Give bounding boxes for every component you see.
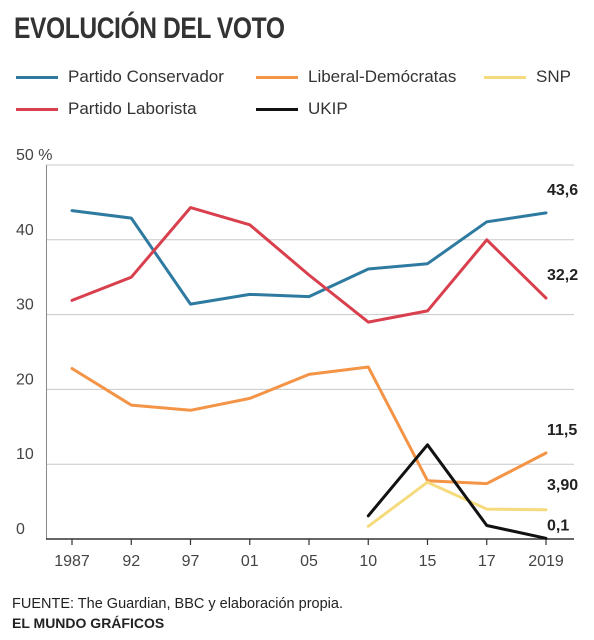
legend-label: Liberal-Demócratas bbox=[308, 67, 457, 86]
x-tick-label: 1987 bbox=[54, 553, 90, 570]
x-tick-label: 17 bbox=[478, 553, 496, 570]
series-line-4 bbox=[366, 443, 548, 540]
y-tick-label: 50 % bbox=[16, 147, 52, 164]
credit-note: EL MUNDO GRÁFICOS bbox=[12, 615, 165, 631]
y-tick-label: 10 bbox=[16, 446, 34, 463]
y-tick-label: 0 bbox=[16, 521, 25, 538]
series-line-0 bbox=[70, 209, 548, 306]
x-tick-label: 15 bbox=[419, 553, 437, 570]
x-tick-label: 2019 bbox=[528, 553, 564, 570]
legend-label: Partido Laborista bbox=[68, 99, 197, 118]
end-value-label: 11,5 bbox=[547, 422, 577, 439]
y-tick-label: 40 bbox=[16, 222, 34, 239]
legend-label: SNP bbox=[536, 67, 571, 86]
legend-label: Partido Conservador bbox=[68, 67, 224, 86]
x-tick-label: 05 bbox=[300, 553, 318, 570]
series-line-2 bbox=[366, 480, 548, 528]
x-tick-label: 92 bbox=[122, 553, 140, 570]
legend-item-conservador: Partido Conservador bbox=[16, 67, 224, 87]
end-value-label: 43,6 bbox=[547, 182, 578, 199]
legend-swatch bbox=[256, 75, 298, 79]
legend-swatch bbox=[16, 107, 58, 111]
legend-item-laborista: Partido Laborista bbox=[16, 99, 197, 119]
legend-swatch bbox=[16, 75, 58, 79]
chart-title: EVOLUCIÓN DEL VOTO bbox=[14, 12, 285, 45]
legend-swatch bbox=[484, 75, 526, 79]
x-tick-label: 10 bbox=[359, 553, 377, 570]
x-tick-label: 01 bbox=[241, 553, 259, 570]
y-tick-label: 30 bbox=[16, 297, 34, 314]
legend-item-ukip: UKIP bbox=[256, 99, 348, 119]
x-tick-label: 97 bbox=[182, 553, 200, 570]
y-tick-label: 20 bbox=[16, 371, 34, 388]
legend-item-libdem: Liberal-Demócratas bbox=[256, 67, 456, 87]
source-note: FUENTE: The Guardian, BBC y elaboración … bbox=[12, 596, 343, 612]
end-value-label: 0,1 bbox=[547, 517, 569, 534]
series-line-3 bbox=[70, 206, 548, 324]
end-value-label: 3,90 bbox=[547, 477, 578, 494]
series-line-1 bbox=[70, 365, 548, 486]
legend-swatch bbox=[256, 107, 298, 111]
legend-label: UKIP bbox=[308, 99, 348, 118]
legend-item-snp: SNP bbox=[484, 67, 571, 87]
end-value-label: 32,2 bbox=[547, 267, 578, 284]
